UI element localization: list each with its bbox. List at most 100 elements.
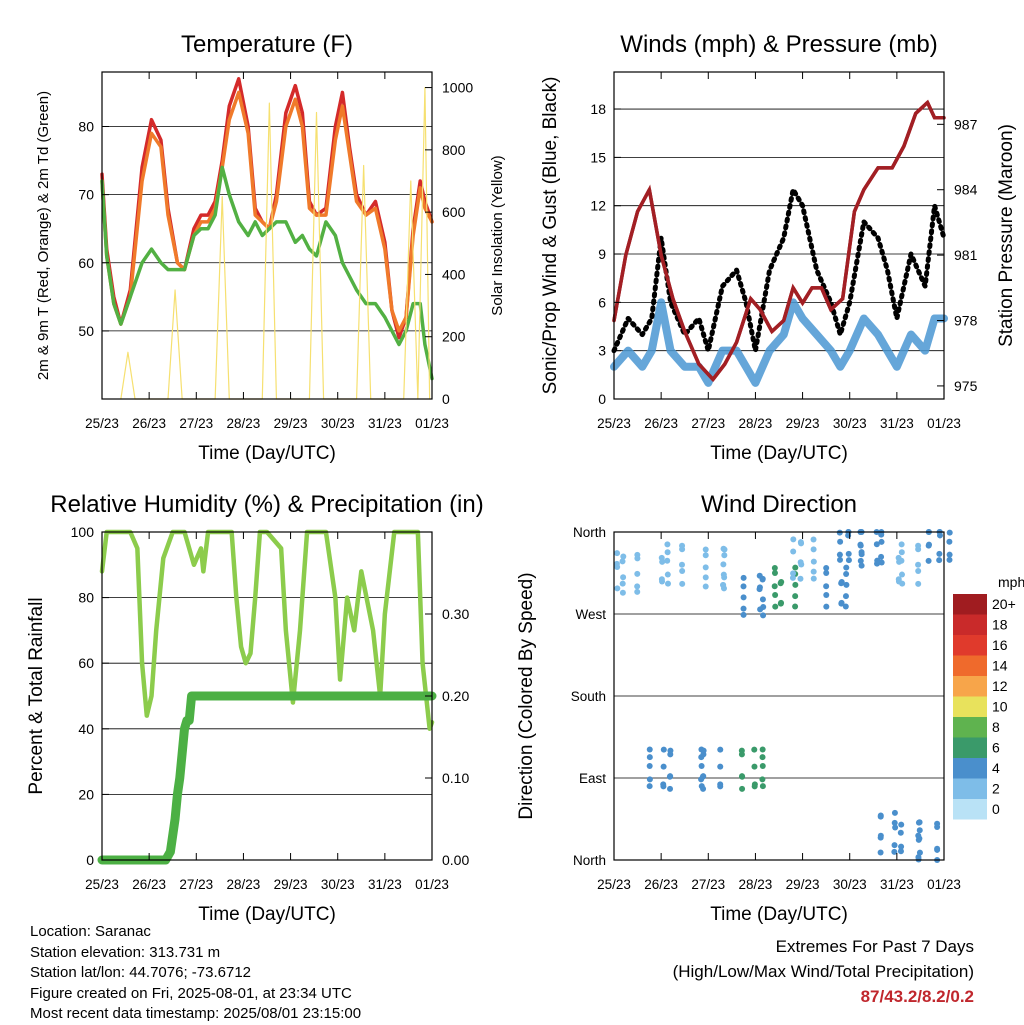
scatter-point: [634, 570, 641, 577]
scatter-point: [916, 849, 923, 856]
legend-label: 12: [992, 678, 1008, 694]
extremes-subtitle: (High/Low/Max Wind/Total Precipitation): [672, 962, 974, 981]
scatter-point: [717, 746, 724, 753]
legend-label: 4: [992, 760, 1000, 776]
chart-title: Winds (mph) & Pressure (mb): [620, 31, 937, 58]
scatter-point: [898, 821, 905, 828]
scatter-point: [614, 550, 621, 557]
scatter-point: [646, 776, 653, 783]
x-tick-label: 29/23: [274, 416, 308, 431]
x-tick-label: 29/23: [786, 877, 820, 892]
scatter-point: [895, 554, 902, 561]
y-tick-right-label: 600: [442, 204, 466, 220]
scatter-point: [858, 562, 865, 569]
scatter-point: [664, 571, 671, 578]
scatter-point: [739, 785, 746, 792]
y-tick-label: 40: [78, 721, 94, 737]
scatter-point: [915, 580, 922, 587]
scatter-point: [792, 593, 799, 600]
scatter-point: [843, 570, 850, 577]
legend-swatch: [953, 696, 987, 717]
scatter-point: [790, 536, 797, 543]
scatter-point: [759, 746, 766, 753]
scatter-point: [646, 754, 653, 761]
scatter-point: [898, 571, 905, 578]
scatter-point: [837, 556, 844, 563]
scatter-point: [936, 550, 943, 557]
elevation-text: Station elevation: 313.731 m: [30, 943, 221, 961]
scatter-point: [678, 561, 685, 568]
y-tick-label: 20: [78, 786, 94, 802]
scatter-point: [740, 583, 747, 590]
legend-swatch: [953, 799, 987, 820]
scatter-point: [895, 576, 902, 583]
scatter-point: [934, 845, 941, 852]
legend-swatch: [953, 717, 987, 738]
plot-frame: [101, 71, 433, 400]
scatter-point: [614, 564, 621, 571]
scatter-point: [700, 785, 707, 792]
x-tick-label: 28/23: [739, 416, 773, 431]
scatter-point: [721, 552, 728, 559]
scatter-point: [740, 605, 747, 612]
scatter-point: [720, 561, 727, 568]
scatter-point: [878, 553, 885, 560]
x-axis-label: Time (Day/UTC): [198, 904, 336, 925]
y-tick-right-label: 400: [442, 266, 466, 282]
scatter-point: [664, 541, 671, 548]
y-tick-right-label: 0.30: [442, 606, 469, 622]
x-tick-label: 25/23: [597, 416, 631, 431]
scatter-point: [891, 848, 898, 855]
x-tick-label: 25/23: [85, 416, 119, 431]
scatter-point: [823, 569, 830, 576]
y-tick-label: 3: [598, 343, 606, 359]
scatter-point: [740, 611, 747, 618]
scatter-point: [646, 746, 653, 753]
scatter-point: [899, 580, 906, 587]
scatter-point: [790, 548, 797, 555]
legend-title: mph: [998, 574, 1024, 590]
scatter-point: [771, 583, 778, 590]
legend-label: 14: [992, 658, 1008, 674]
x-axis-label: Time (Day/UTC): [198, 443, 336, 464]
scatter-point: [877, 834, 884, 841]
legend-label: 20+: [992, 596, 1016, 612]
scatter-point: [916, 827, 923, 834]
scatter-point: [664, 557, 671, 564]
scatter-point: [619, 580, 626, 587]
created-text: Figure created on Fri, 2025-08-01, at 23…: [30, 984, 352, 1002]
y-tick-label: 9: [598, 246, 606, 262]
x-tick-label: 01/23: [927, 877, 961, 892]
scatter-point: [759, 783, 766, 790]
legend-label: 10: [992, 699, 1008, 715]
scatter-point: [658, 554, 665, 561]
scatter-point: [751, 763, 758, 770]
scatter-point: [660, 746, 667, 753]
scatter-point: [898, 549, 905, 556]
scatter-point: [665, 580, 672, 587]
scatter-point: [667, 773, 674, 780]
series-line: [100, 165, 434, 381]
scatter-point: [878, 538, 885, 545]
y-tick-right-label: 200: [442, 329, 466, 345]
legend-label: 0: [992, 801, 1000, 817]
x-tick-label: 25/23: [85, 877, 119, 892]
x-tick-label: 29/23: [786, 416, 820, 431]
y-axis-label: Percent & Total Rainfall: [26, 597, 47, 794]
scatter-point: [843, 564, 850, 571]
scatter-point: [792, 581, 799, 588]
scatter-point: [946, 556, 953, 563]
extremes-box: Extremes For Past 7 Days (High/Low/Max W…: [673, 934, 974, 1009]
x-tick-label: 25/23: [597, 877, 631, 892]
scatter-point: [946, 551, 953, 558]
scatter-point: [700, 747, 707, 754]
scatter-point: [740, 574, 747, 581]
scatter-point: [810, 568, 817, 575]
scatter-point: [823, 603, 830, 610]
scatter-point: [771, 564, 778, 571]
scatter-point: [810, 558, 817, 565]
x-axis-label: Time (Day/UTC): [710, 904, 848, 925]
legend-swatch: [953, 737, 987, 758]
y-tick-label: 6: [598, 294, 606, 310]
scatter-point: [738, 773, 745, 780]
